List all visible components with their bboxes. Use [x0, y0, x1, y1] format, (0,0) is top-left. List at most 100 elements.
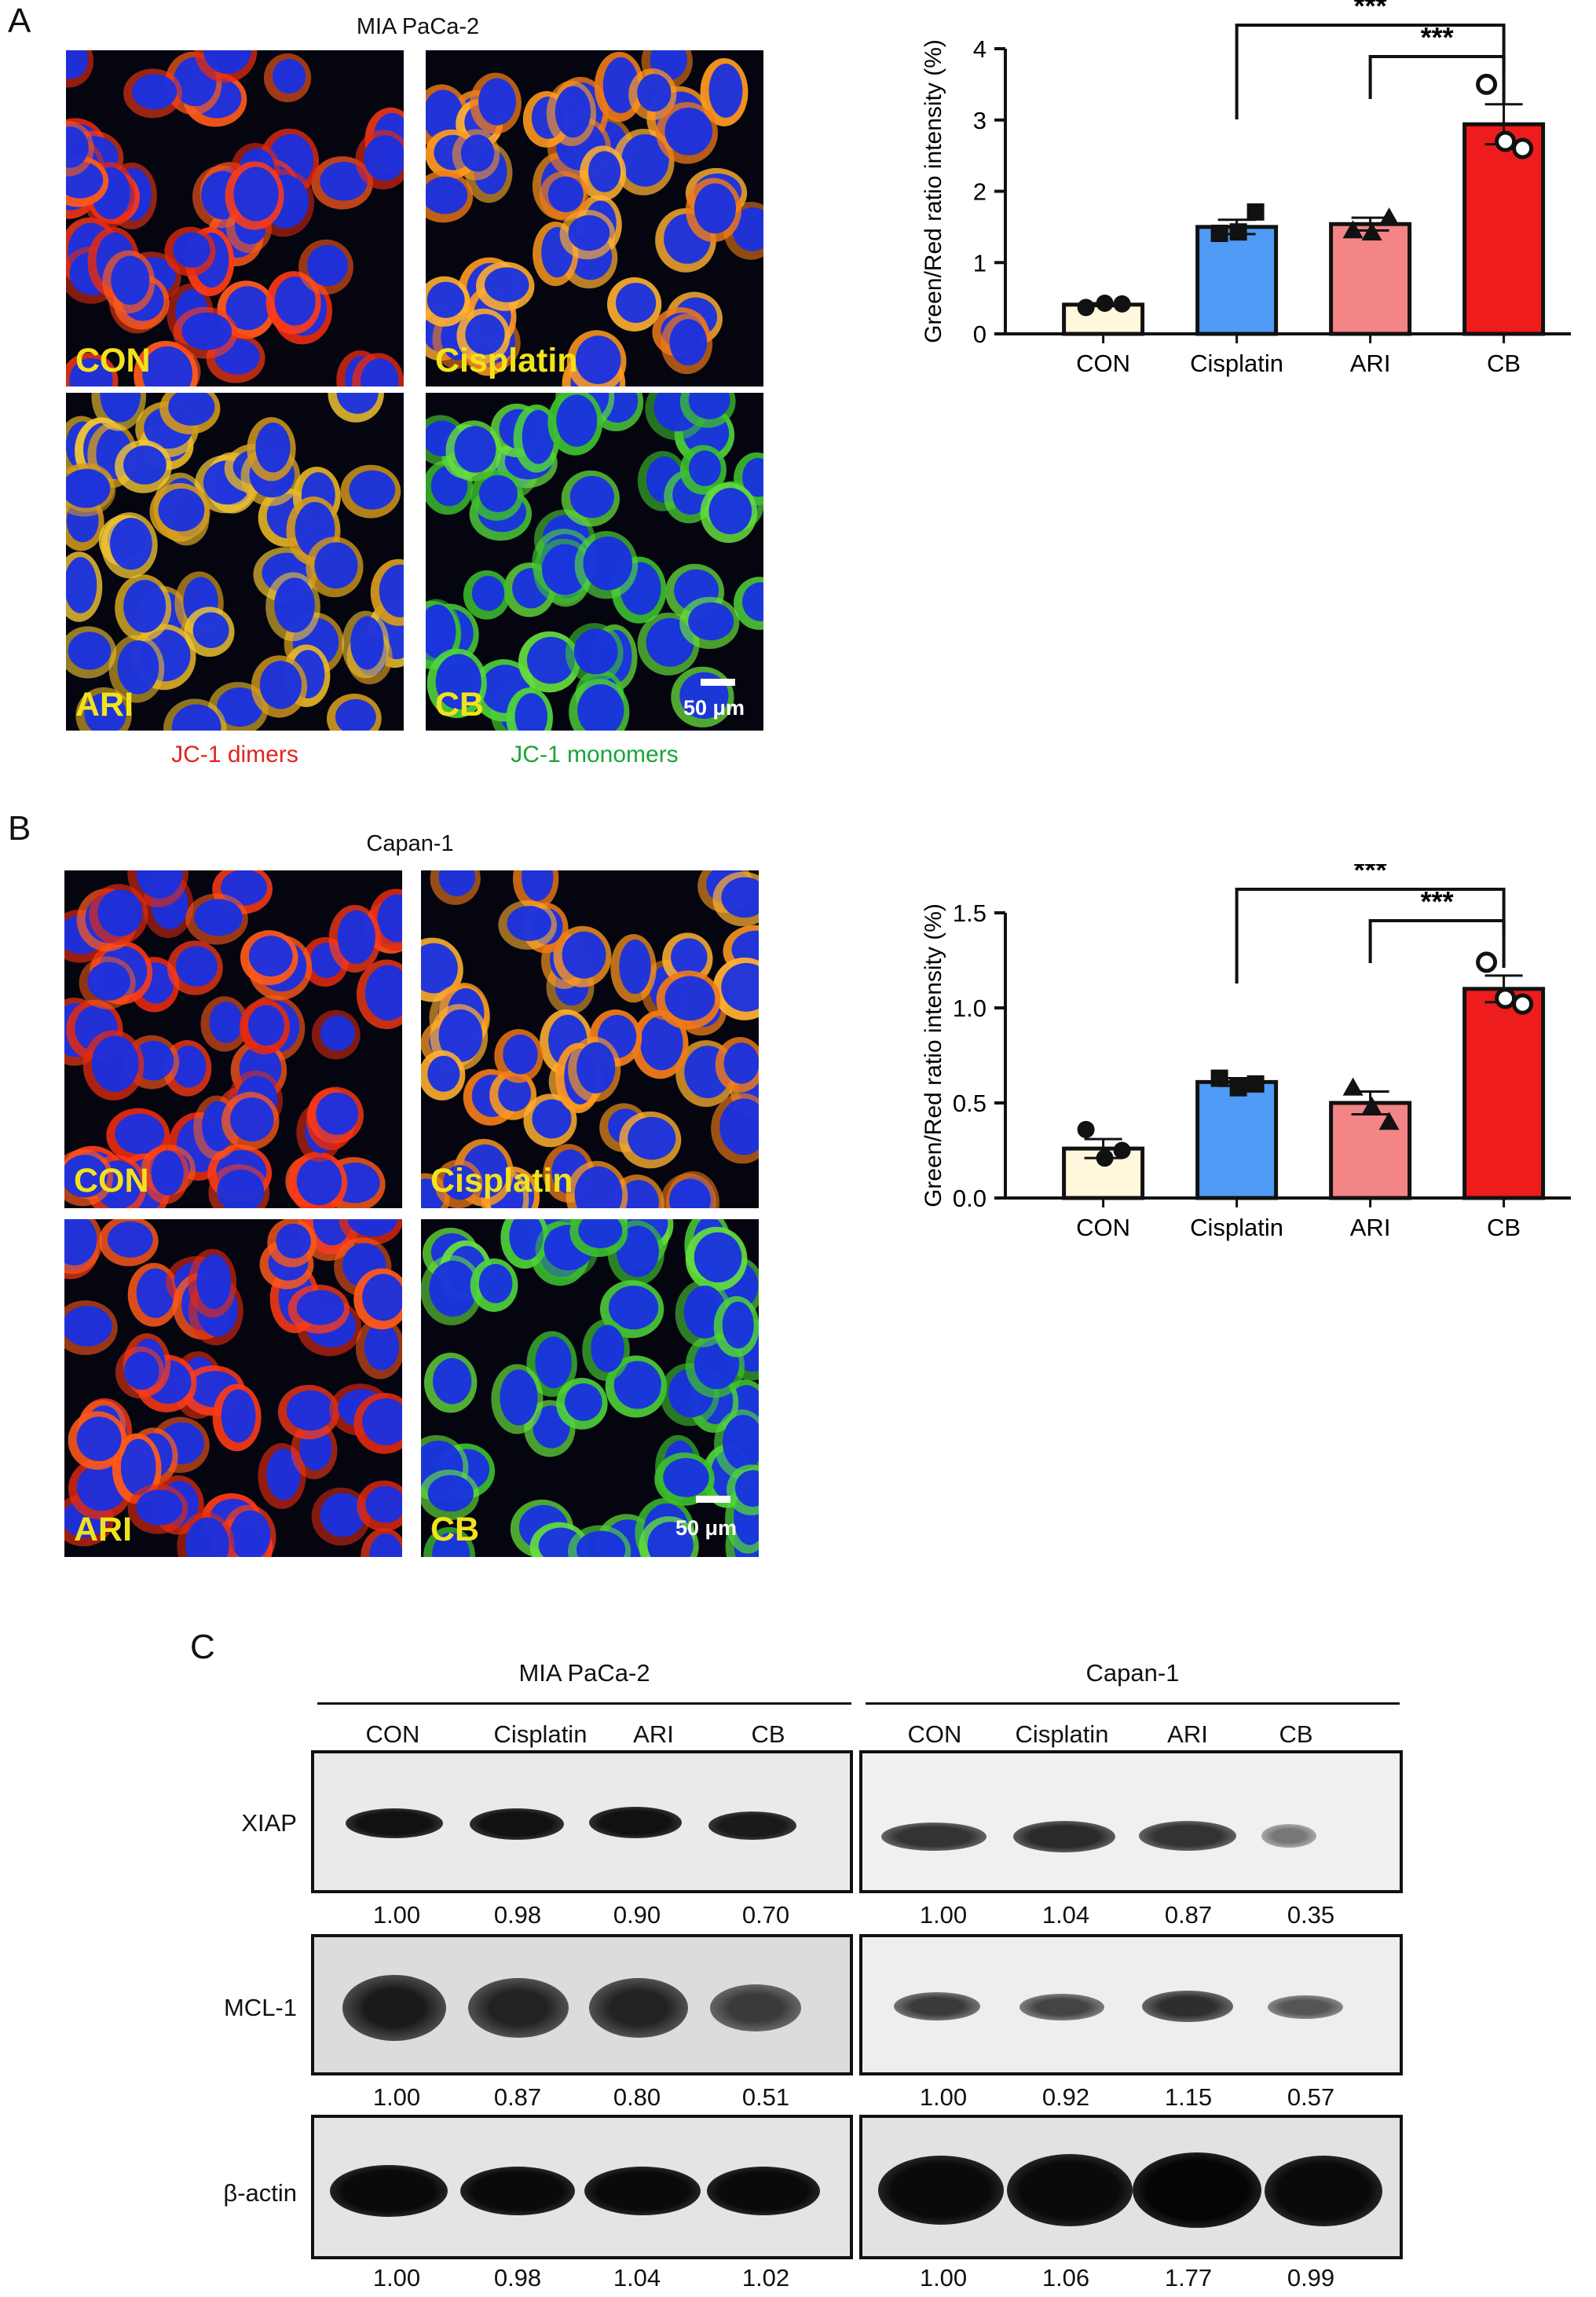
- nucleus: [578, 1219, 623, 1249]
- micrograph-b-ari: ARI: [64, 1219, 402, 1557]
- data-point: [1342, 1077, 1364, 1096]
- lane-label: Cisplatin: [1015, 1720, 1109, 1748]
- nucleus: [628, 1116, 676, 1160]
- data-point: [1229, 223, 1247, 241]
- micrograph-a-con: CON: [66, 50, 404, 386]
- y-tick-label: 0.0: [953, 1185, 987, 1212]
- densitometry-value: 1.06: [1041, 2264, 1090, 2292]
- data-point: [1476, 73, 1498, 95]
- densitometry-value: 0.70: [741, 1901, 790, 1929]
- nucleus: [619, 939, 651, 995]
- nucleus: [151, 1150, 184, 1196]
- nucleus: [347, 1219, 397, 1237]
- band: [589, 1807, 682, 1838]
- nucleus: [120, 1438, 156, 1496]
- nucleus: [721, 877, 759, 918]
- densitometry-value: 0.99: [1287, 2264, 1335, 2292]
- nucleus: [565, 1383, 602, 1421]
- nucleus: [66, 126, 89, 168]
- nucleus: [588, 151, 621, 192]
- nucleus: [438, 1009, 483, 1062]
- nucleus: [123, 445, 167, 485]
- nucleus: [669, 1178, 711, 1208]
- nucleus: [196, 1254, 232, 1310]
- nucleus: [216, 687, 263, 727]
- band: [1265, 2156, 1382, 2226]
- nucleus: [181, 312, 232, 350]
- nucleus: [185, 1517, 229, 1557]
- nucleus: [478, 1263, 513, 1303]
- densitometry-value: 1.77: [1164, 2264, 1213, 2292]
- nucleus: [671, 938, 708, 976]
- blot-mcl-1-mia-paca-2: [311, 1934, 853, 2075]
- bar: [1329, 1101, 1412, 1200]
- data-point: [1246, 1075, 1265, 1093]
- nucleus: [664, 976, 716, 1021]
- micrograph-a-ari: ARI: [66, 393, 404, 731]
- nucleus: [613, 1361, 662, 1409]
- band: [460, 2167, 575, 2215]
- micrograph-b-cisplatin: Cisplatin: [421, 870, 759, 1208]
- micrograph-label: Cisplatin: [435, 342, 578, 379]
- nucleus: [320, 1493, 365, 1537]
- data-point: [1378, 1112, 1400, 1130]
- densitometry-value: 1.00: [372, 2083, 421, 2111]
- data-point: [1512, 993, 1534, 1015]
- band: [1139, 1821, 1236, 1851]
- nucleus: [454, 426, 496, 473]
- nucleus: [663, 1458, 709, 1497]
- nucleus: [556, 394, 598, 447]
- nucleus: [621, 134, 669, 187]
- nucleus: [69, 357, 113, 386]
- band: [1013, 1821, 1115, 1852]
- nucleus: [616, 1225, 659, 1277]
- nucleus: [616, 282, 657, 323]
- nucleus: [136, 1489, 183, 1526]
- nucleus: [562, 931, 606, 979]
- y-tick-label: 1.5: [953, 899, 987, 927]
- band: [1007, 2154, 1133, 2226]
- legend-jc1-monomers: JC-1 monomers: [511, 742, 679, 767]
- nucleus: [379, 564, 404, 617]
- nucleus: [217, 1169, 265, 1208]
- nucleus: [266, 1449, 301, 1500]
- nucleus: [64, 1219, 97, 1266]
- nucleus: [478, 474, 518, 512]
- panel-b-cell-line: Capan-1: [366, 831, 454, 856]
- nucleus: [335, 699, 376, 731]
- band: [346, 1808, 443, 1838]
- lane-label: CB: [751, 1720, 785, 1748]
- nucleus: [115, 1113, 165, 1155]
- scale-bar-label: 50 μm: [675, 1516, 738, 1540]
- band: [330, 2165, 448, 2217]
- densitometry-value: 1.00: [372, 2264, 421, 2292]
- densitometry-value: 0.98: [493, 1901, 542, 1929]
- nucleus: [225, 286, 270, 331]
- data-point: [1246, 203, 1265, 221]
- nucleus: [173, 232, 210, 268]
- nucleus: [369, 1533, 402, 1557]
- x-tick-label: Cisplatin: [1190, 350, 1283, 377]
- nucleus: [136, 870, 183, 899]
- blot-group-label-mia-paca-2: MIA PaCa-2: [518, 1659, 650, 1687]
- nucleus: [522, 409, 555, 464]
- nucleus: [608, 1285, 659, 1330]
- data-point: [1113, 295, 1131, 313]
- micrograph-a-cb: CB 50 μm: [426, 393, 763, 731]
- nucleus: [337, 910, 375, 965]
- blot-beta-actin-capan-1: [859, 2115, 1403, 2259]
- panel-letter-b: B: [8, 809, 31, 848]
- nucleus: [708, 488, 752, 535]
- data-point: [1361, 1096, 1382, 1115]
- densitometry-value: 1.04: [1041, 1901, 1090, 1929]
- nucleus: [221, 870, 268, 906]
- nucleus: [568, 215, 610, 251]
- data-point: [1495, 130, 1517, 152]
- nucleus: [719, 1098, 759, 1156]
- nucleus: [574, 1166, 623, 1208]
- densitometry-value: 1.00: [919, 2083, 968, 2111]
- densitometry-value: 0.98: [493, 2264, 542, 2292]
- data-point: [1210, 1069, 1228, 1087]
- band: [1261, 1824, 1316, 1848]
- nucleus: [708, 63, 743, 118]
